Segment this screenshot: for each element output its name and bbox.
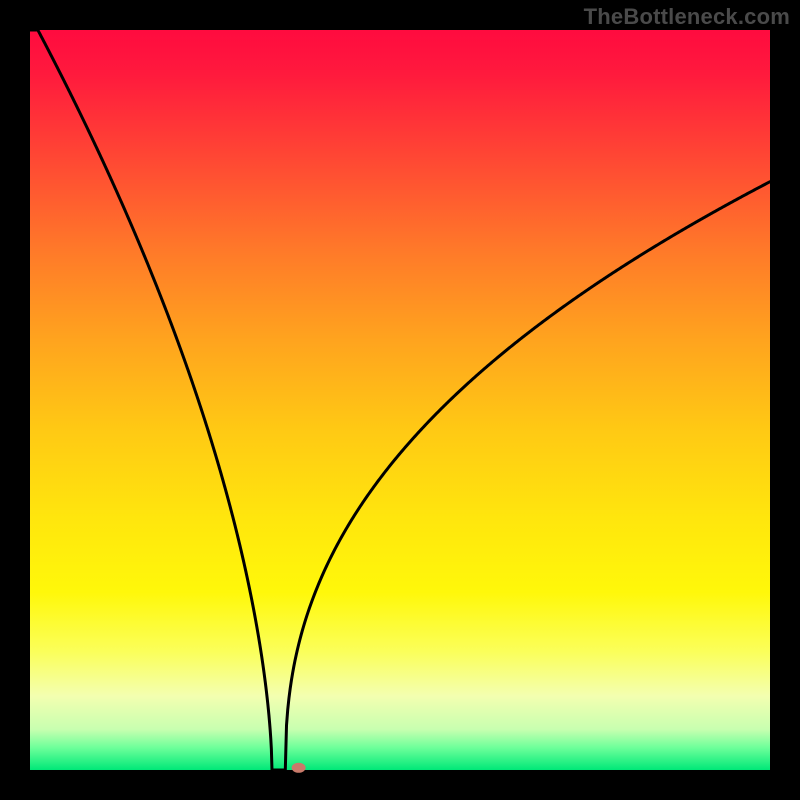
chart-svg (0, 0, 800, 800)
plot-area-gradient (30, 30, 770, 770)
chart-container: TheBottleneck.com (0, 0, 800, 800)
watermark-text: TheBottleneck.com (584, 4, 790, 30)
optimum-marker (292, 763, 306, 773)
